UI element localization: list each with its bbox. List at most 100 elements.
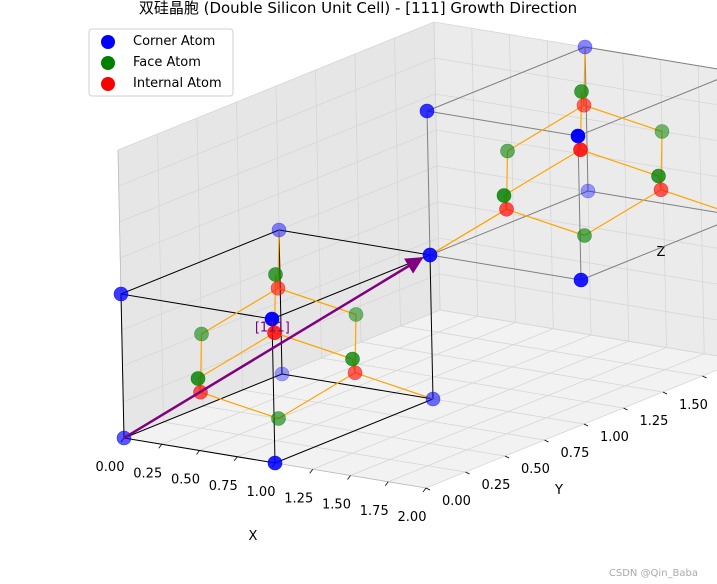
bond-line <box>278 372 356 420</box>
y-tick-mark <box>662 391 668 395</box>
cell-edge-second <box>426 110 431 256</box>
x-tick-label: 1.75 <box>360 504 389 519</box>
corner-atom <box>271 222 287 238</box>
y-tick-mark <box>544 439 549 443</box>
cell-edge-second <box>577 135 582 281</box>
x-tick-mark <box>422 487 427 493</box>
x-tick-mark <box>158 444 163 449</box>
y-tick-mark <box>583 423 589 427</box>
x-tick-label: 0.25 <box>133 466 162 481</box>
x-tick-mark <box>384 481 389 486</box>
grid-line-y <box>315 69 624 409</box>
bond-line <box>277 287 357 316</box>
y-tick-mark <box>623 407 628 411</box>
face-atom <box>345 351 360 367</box>
bond-line <box>583 104 663 133</box>
y-tick-mark <box>702 375 707 379</box>
grid-line-y <box>394 37 703 377</box>
cell-edge-second <box>587 190 717 213</box>
bond-line <box>580 149 659 177</box>
internal-atom <box>347 365 363 381</box>
cell-edges <box>120 46 717 464</box>
y-tick-label: 1.50 <box>679 398 708 413</box>
y-tick-label: 0.00 <box>442 494 471 509</box>
internal-atom <box>653 182 669 198</box>
cell-edge-second <box>426 46 586 112</box>
face-atom <box>500 143 515 159</box>
cell-edge-first <box>271 254 431 320</box>
face-atom <box>190 371 206 386</box>
y-axis-label: Y <box>554 483 563 498</box>
legend: Corner Atom Face Atom Internal Atom <box>88 28 234 97</box>
cell-edge-second <box>584 46 717 70</box>
y-tick-label: 1.00 <box>600 430 629 445</box>
y-tick-mark <box>425 487 431 491</box>
x-tick-mark <box>196 450 200 455</box>
grid-line-x <box>425 369 717 489</box>
y-tick-label: 0.50 <box>521 462 550 477</box>
internal-atom <box>576 97 592 113</box>
x-tick-mark <box>233 456 238 461</box>
cell-edge-second <box>580 224 717 281</box>
corner-atom <box>113 286 129 302</box>
pane-floor <box>124 310 717 488</box>
cell-edge-second <box>584 46 589 192</box>
grid-line-y <box>354 53 664 393</box>
cell-edge-first <box>120 293 125 439</box>
face-atom <box>651 168 666 184</box>
x-tick-mark <box>347 475 351 480</box>
cell-edge-first <box>271 318 276 464</box>
corner-atom <box>570 128 586 144</box>
x-tick-label: 2.00 <box>398 510 427 525</box>
corner-atom <box>264 311 280 327</box>
corner-atom <box>274 366 290 382</box>
x-tick-label: 0.00 <box>96 460 125 475</box>
corner-atom <box>580 183 596 199</box>
internal-atom <box>573 142 588 158</box>
bond-line <box>201 287 279 335</box>
pane-back <box>434 22 717 356</box>
legend-label-corner: Corner Atom <box>133 34 215 49</box>
cell-edge-second <box>577 79 717 137</box>
x-tick-label: 1.50 <box>322 498 351 513</box>
corner-atom <box>422 247 438 263</box>
axis-ticks: 0.00 0.25 0.50 0.75 1.00 1.25 1.50 1.75 2.00 0.00… <box>96 375 708 525</box>
cell-edge-first <box>281 373 434 400</box>
grid-line-y <box>433 21 717 357</box>
face-atom <box>268 267 283 282</box>
x-axis-label: X <box>249 529 258 544</box>
y-tick-mark <box>465 471 470 475</box>
y-tick-mark <box>504 455 510 459</box>
legend-marker-internal <box>101 77 115 91</box>
x-tick-label: 0.75 <box>209 479 238 494</box>
corner-atom <box>577 39 593 55</box>
face-atom <box>194 326 209 342</box>
growth-arrow-label: [111] <box>255 320 290 335</box>
cell-edge-second <box>429 190 589 256</box>
corner-atom <box>573 272 589 288</box>
corner-atom <box>419 103 435 119</box>
legend-label-internal: Internal Atom <box>133 76 222 91</box>
legend-marker-corner <box>101 35 115 49</box>
growth-arrow-line <box>123 256 424 440</box>
corner-atom <box>425 391 441 407</box>
bond-line <box>274 332 353 360</box>
face-atom <box>271 411 286 426</box>
corner-atom <box>267 455 283 471</box>
bond-line <box>584 189 662 237</box>
bond-line <box>660 189 717 210</box>
face-atom <box>496 188 512 203</box>
bond-line <box>506 208 585 237</box>
cell-edge-first <box>274 398 434 464</box>
cell-edge-first <box>278 229 283 375</box>
legend-box <box>88 28 234 97</box>
bond-line <box>354 372 434 400</box>
internal-atom <box>270 280 286 296</box>
z-axis-label: Z <box>657 245 666 260</box>
internal-atom <box>499 201 514 217</box>
cell-edge-first <box>429 254 434 400</box>
cell-edge-first <box>278 229 431 256</box>
y-tick-label: 1.25 <box>640 414 669 429</box>
x-tick-label: 1.00 <box>247 485 276 500</box>
